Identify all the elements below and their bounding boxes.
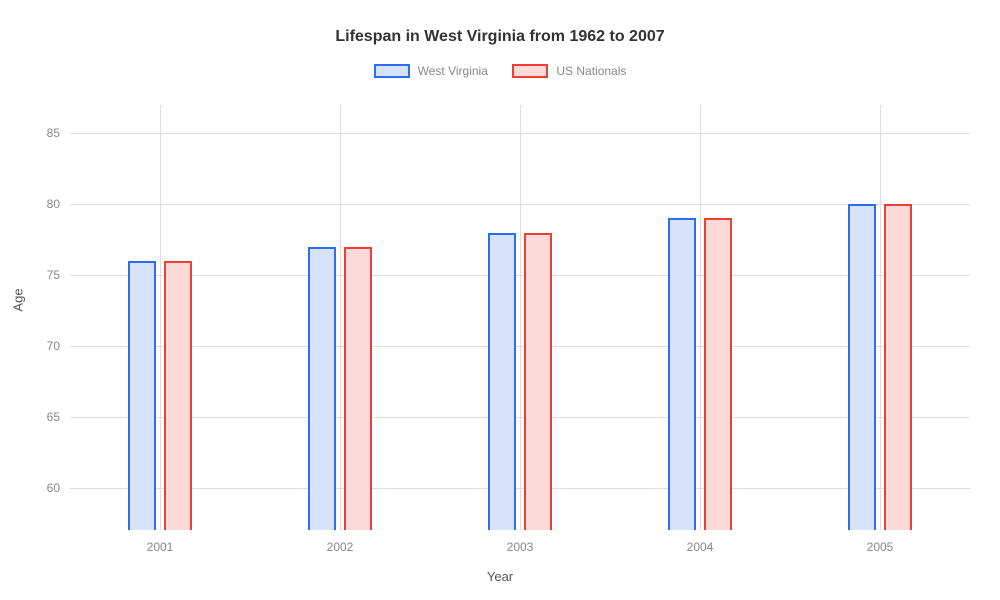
- x-gridline: [340, 105, 341, 530]
- x-tick-label: 2005: [867, 530, 894, 554]
- legend-swatch-us-nationals: [512, 64, 548, 78]
- bar-us-nationals: [704, 218, 733, 530]
- y-tick-label: 75: [47, 268, 70, 282]
- legend-swatch-west-virginia: [374, 64, 410, 78]
- x-axis-label: Year: [487, 569, 513, 584]
- legend-label-west-virginia: West Virginia: [418, 64, 488, 78]
- bar-west-virginia: [128, 261, 157, 530]
- plot-area: 60657075808520012002200320042005: [70, 105, 970, 530]
- x-gridline: [700, 105, 701, 530]
- y-tick-label: 70: [47, 339, 70, 353]
- x-tick-label: 2002: [327, 530, 354, 554]
- legend-label-us-nationals: US Nationals: [556, 64, 626, 78]
- y-axis-label: Age: [11, 288, 26, 311]
- chart-title: Lifespan in West Virginia from 1962 to 2…: [0, 0, 1000, 46]
- bar-west-virginia: [488, 233, 517, 531]
- bar-us-nationals: [524, 233, 553, 531]
- bar-west-virginia: [848, 204, 877, 530]
- legend-item-west-virginia: West Virginia: [374, 64, 488, 78]
- y-tick-label: 60: [47, 481, 70, 495]
- bar-west-virginia: [668, 218, 697, 530]
- x-gridline: [520, 105, 521, 530]
- bar-us-nationals: [164, 261, 193, 530]
- x-gridline: [160, 105, 161, 530]
- x-gridline: [880, 105, 881, 530]
- x-tick-label: 2001: [147, 530, 174, 554]
- x-tick-label: 2004: [687, 530, 714, 554]
- x-tick-label: 2003: [507, 530, 534, 554]
- legend-item-us-nationals: US Nationals: [512, 64, 626, 78]
- y-tick-label: 85: [47, 126, 70, 140]
- bar-us-nationals: [884, 204, 913, 530]
- bar-west-virginia: [308, 247, 337, 530]
- y-tick-label: 80: [47, 197, 70, 211]
- bar-us-nationals: [344, 247, 373, 530]
- y-tick-label: 65: [47, 410, 70, 424]
- legend: West Virginia US Nationals: [0, 64, 1000, 83]
- chart-container: Lifespan in West Virginia from 1962 to 2…: [0, 0, 1000, 600]
